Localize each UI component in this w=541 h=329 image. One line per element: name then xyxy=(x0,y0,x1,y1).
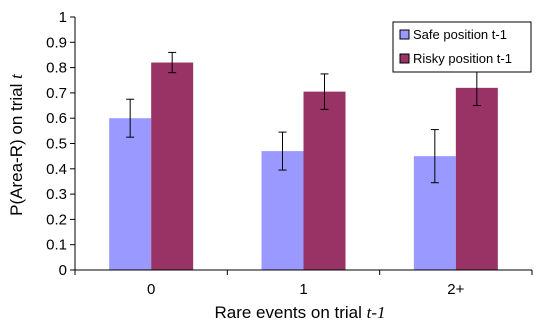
y-tick-label-10: 1 xyxy=(59,9,67,26)
y-axis-title-text: P(Area-R) on trial xyxy=(7,79,26,216)
y-tick-label-2: 0.2 xyxy=(46,211,67,228)
x-tick-label-1: 1 xyxy=(299,281,307,298)
x-axis-title-italic: t-1 xyxy=(367,303,386,322)
y-tick-label-3: 0.3 xyxy=(46,186,67,203)
y-tick-label-0: 0 xyxy=(59,262,67,279)
legend-swatch-safe xyxy=(399,29,410,40)
y-tick-label-1: 0.1 xyxy=(46,237,67,254)
tick-labels: 0 1 2+ 0 0.1 0.2 0.3 0.4 0.5 0.6 0.7 0.8 0.9 1 xyxy=(46,9,464,298)
y-axis-title: P(Area-R) on trial t xyxy=(7,73,26,216)
y-tick-label-9: 0.9 xyxy=(46,34,67,51)
legend: Safe position t-1 Risky position t-1 xyxy=(392,21,532,73)
axes xyxy=(70,16,533,275)
bar-safe-1 xyxy=(261,151,304,270)
bar-safe-0 xyxy=(109,118,152,270)
legend-box xyxy=(392,21,532,73)
y-tick-label-6: 0.6 xyxy=(46,110,67,127)
bar-risky-1 xyxy=(303,91,346,270)
y-tick-label-5: 0.5 xyxy=(46,136,67,153)
y-tick-label-8: 0.8 xyxy=(46,60,67,77)
bar-risky-0 xyxy=(151,62,194,270)
x-tick-label-2: 2+ xyxy=(447,281,464,298)
x-tick-label-0: 0 xyxy=(147,281,155,298)
plot-area xyxy=(109,51,498,270)
y-axis-title-italic: t xyxy=(7,73,26,79)
legend-label-risky: Risky position t-1 xyxy=(413,51,512,66)
y-tick-label-4: 0.4 xyxy=(46,161,67,178)
bar-risky-2 xyxy=(455,87,498,270)
legend-swatch-risky xyxy=(399,53,410,64)
x-axis-title-text: Rare events on trial xyxy=(214,303,366,322)
x-axis-title: Rare events on trial t-1 xyxy=(214,303,385,322)
legend-label-safe: Safe position t-1 xyxy=(413,27,507,42)
y-tick-label-7: 0.7 xyxy=(46,85,67,102)
